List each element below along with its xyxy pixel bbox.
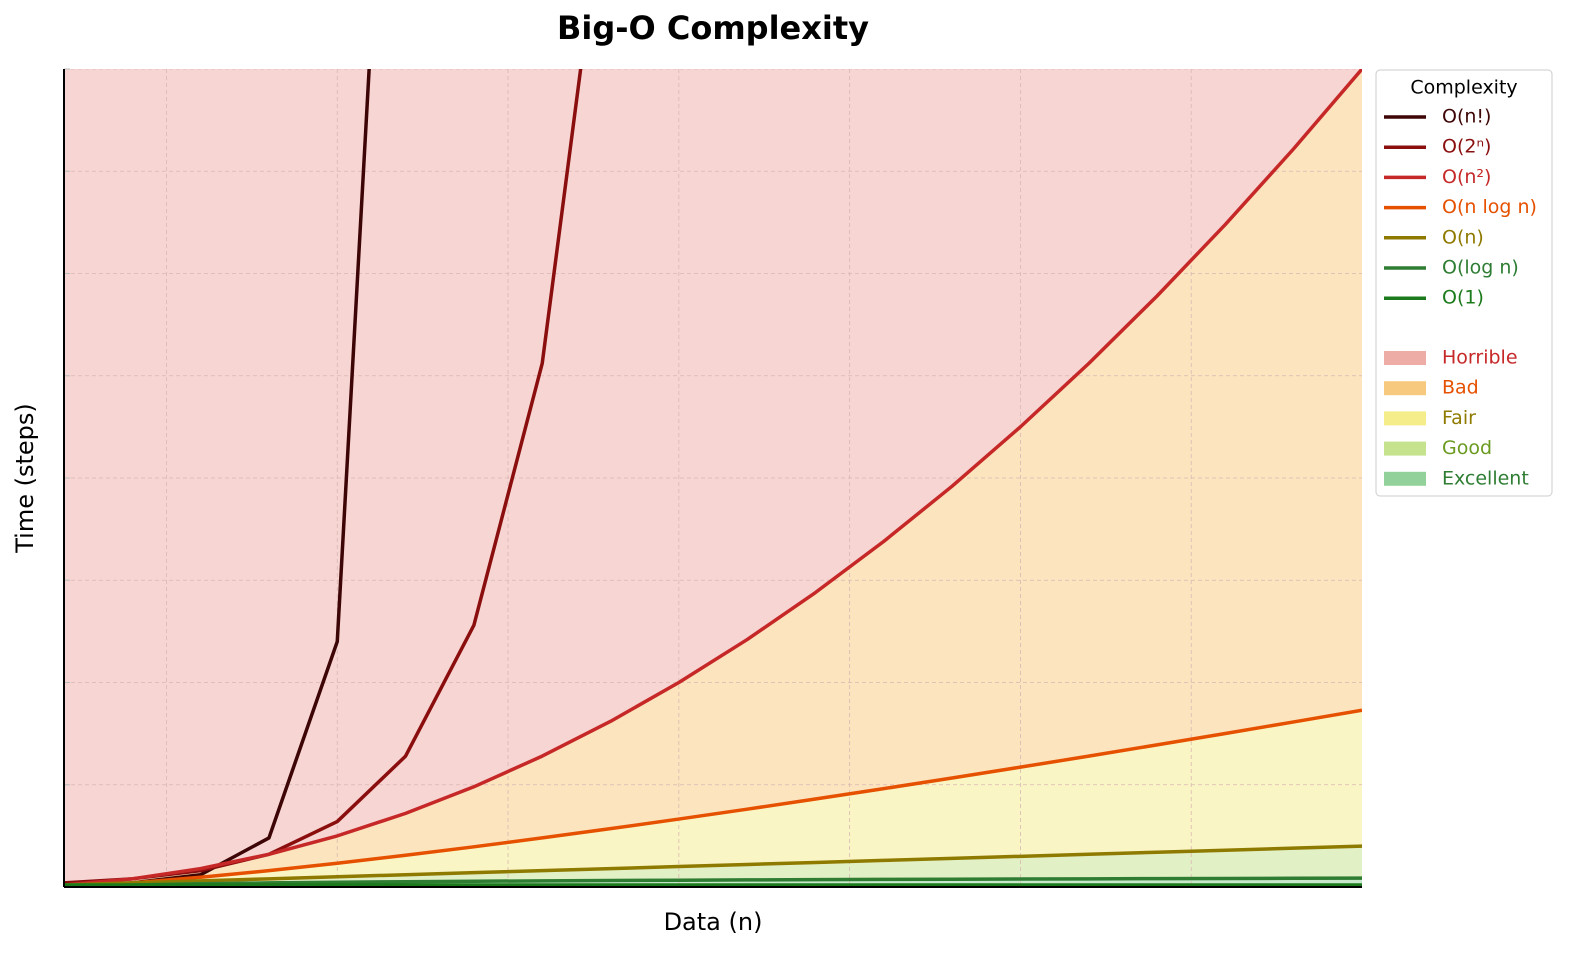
legend-label: Fair: [1442, 407, 1476, 429]
legend-swatch: [1384, 351, 1426, 365]
series-line: [64, 844, 1362, 887]
chart-title: Big-O Complexity: [557, 9, 869, 47]
plot-area: [64, 69, 1362, 887]
legend-swatch: [1384, 471, 1426, 486]
legend-label: Good: [1442, 437, 1492, 459]
legend-label: O(n!): [1442, 106, 1491, 128]
legend-swatch: [1384, 381, 1426, 396]
legend: Complexity O(n!) O(2ⁿ) O(n²) O(n log n) O(n) O…: [1384, 77, 1537, 489]
legend-label: O(n²): [1442, 166, 1491, 188]
series-line: [64, 69, 1362, 887]
series-line: [64, 876, 1362, 887]
legend-label: O(1): [1442, 287, 1484, 309]
legend-label: O(n): [1442, 226, 1484, 248]
y-axis-label: Time (steps): [11, 403, 39, 554]
legend-swatch: [1384, 441, 1426, 456]
legend-box: [1375, 69, 1553, 497]
legend-label: Bad: [1442, 377, 1479, 399]
legend-label: Excellent: [1442, 467, 1529, 489]
legend-label: O(log n): [1442, 257, 1519, 279]
legend-title: Complexity: [1410, 77, 1517, 99]
legend-label: O(n log n): [1442, 196, 1537, 218]
series-line: [64, 708, 1362, 887]
legend-label: Horrible: [1442, 347, 1518, 369]
x-axis-label: Data (n): [664, 908, 763, 936]
axes: [63, 68, 1362, 888]
region-area: [64, 710, 1362, 887]
region-area: [64, 69, 1362, 885]
legend-swatch: [1384, 411, 1426, 426]
legend-label: O(2ⁿ): [1442, 136, 1491, 158]
